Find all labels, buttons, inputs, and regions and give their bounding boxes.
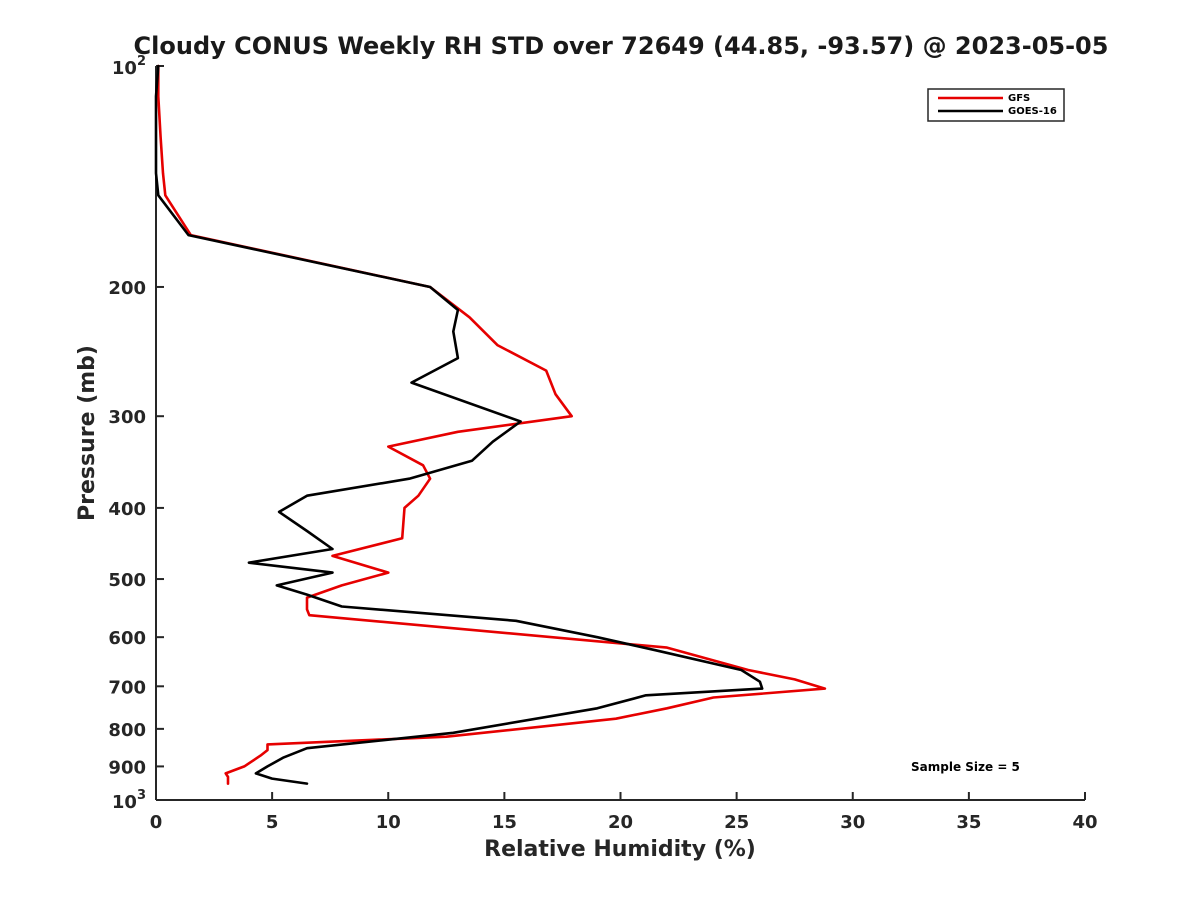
x-tick-label: 35 (956, 812, 981, 833)
x-tick-label: 40 (1072, 812, 1097, 833)
y-tick-label: 300 (108, 407, 146, 428)
series-line-gfs (157, 64, 827, 785)
y-tick-label: 800 (108, 720, 146, 741)
legend: GFS GOES-16 (927, 88, 1065, 122)
series-layer (154, 64, 827, 785)
y-tick-label: 103 (112, 788, 146, 813)
axes (155, 66, 1085, 801)
y-tick-label: 500 (108, 570, 146, 591)
legend-label-goes16: GOES-16 (1008, 106, 1057, 117)
y-tick-label: 102 (112, 54, 146, 79)
series-line-goes-16 (154, 64, 764, 785)
y-tick-label: 700 (108, 677, 146, 698)
chart-title: Cloudy CONUS Weekly RH STD over 72649 (4… (134, 32, 1109, 60)
y-tick-label: 900 (108, 757, 146, 778)
x-axis-label: Relative Humidity (%) (484, 837, 756, 862)
legend-box (927, 88, 1065, 122)
sample-size-annotation: Sample Size = 5 (911, 760, 1020, 774)
y-tick-base: 10 (112, 792, 137, 813)
y-tick-exponent: 2 (137, 54, 146, 69)
y-tick-label: 600 (108, 628, 146, 649)
x-tick-label: 10 (376, 812, 401, 833)
x-tick-label: 30 (840, 812, 865, 833)
x-tick-label: 15 (492, 812, 517, 833)
x-tick-label: 25 (724, 812, 749, 833)
y-axis-label: Pressure (mb) (75, 345, 100, 521)
y-tick-exponent: 3 (137, 788, 146, 803)
x-ticks: 0 5 10 15 20 25 30 35 40 (150, 792, 1098, 833)
y-tick-label: 400 (108, 499, 146, 520)
legend-label-gfs: GFS (1008, 93, 1030, 104)
y-tick-base: 10 (112, 58, 137, 79)
x-tick-label: 20 (608, 812, 633, 833)
x-tick-label: 0 (150, 812, 163, 833)
x-tick-label: 5 (266, 812, 279, 833)
y-tick-label: 200 (108, 278, 146, 299)
